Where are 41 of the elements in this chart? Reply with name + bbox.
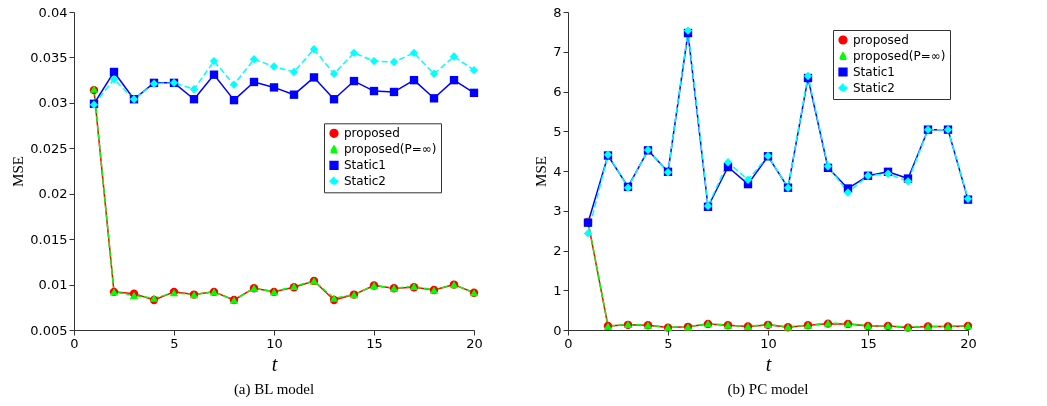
y-tick-label: 0.02: [38, 186, 68, 202]
y-tick-label: 0.005: [30, 322, 68, 338]
y-tick-label: 0.01: [38, 277, 68, 293]
y-tick-label: 5: [553, 123, 562, 139]
y-tick-label: 0.04: [38, 4, 68, 20]
y-axis-title: MSE: [533, 156, 550, 187]
legend-label: proposed(P=∞): [344, 142, 437, 157]
x-tick-label: 5: [664, 335, 673, 351]
y-tick-label: 2: [553, 243, 562, 258]
x-tick-label: 10: [760, 335, 777, 351]
legend-label: Static2: [853, 81, 895, 95]
y-tick-label: 1: [553, 282, 562, 298]
legend-label: Static2: [344, 174, 386, 189]
x-tick-label: 15: [366, 335, 383, 351]
legend-label: Static1: [344, 158, 386, 173]
x-tick-label: 0: [564, 335, 573, 351]
y-axis-title: MSE: [10, 156, 27, 187]
x-tick-label: 20: [960, 335, 977, 351]
text: (b) PC model: [727, 381, 809, 398]
y-tick-label: 3: [553, 203, 562, 219]
text: (a) BL model: [233, 381, 315, 398]
x-axis-title: t: [271, 352, 278, 375]
y-tick-label: 0: [553, 322, 562, 338]
y-tick-label: 7: [553, 44, 562, 60]
y-tick-label: 0.025: [30, 140, 68, 156]
y-tick-label: 0.035: [30, 49, 68, 65]
y-tick-label: 0.015: [30, 231, 68, 247]
legend-label: proposed: [853, 33, 909, 47]
x-tick-label: 5: [170, 335, 179, 351]
legend-label: Static1: [853, 65, 895, 79]
x-tick-label: 20: [466, 335, 483, 351]
legend-label: proposed: [344, 126, 400, 141]
y-tick-label: 8: [553, 4, 562, 20]
y-tick-label: 0.03: [38, 95, 68, 111]
x-tick-label: 10: [266, 335, 283, 351]
x-axis-title: t: [765, 352, 772, 375]
legend-label: proposed(P=∞): [853, 49, 946, 63]
y-tick-label: 6: [553, 84, 562, 99]
x-tick-label: 15: [860, 335, 877, 351]
x-tick-label: 0: [70, 335, 79, 351]
y-tick-label: 4: [553, 163, 562, 179]
